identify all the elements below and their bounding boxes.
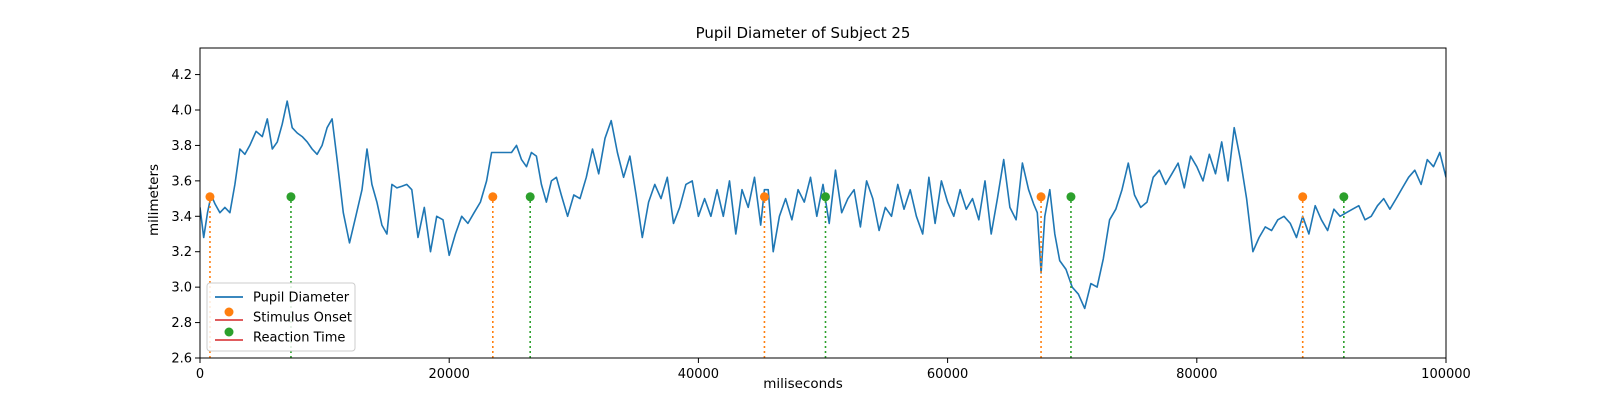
reaction-time-marker [820, 192, 830, 202]
legend-label-pupil: Pupil Diameter [253, 291, 350, 306]
y-axis-title: milimeters [146, 164, 162, 236]
y-tick-label: 3.4 [171, 210, 192, 225]
y-tick-label: 2.6 [171, 352, 192, 367]
stimulus-onset-marker [1298, 192, 1308, 202]
x-tick-label: 80000 [1176, 367, 1217, 382]
reaction-time-marker [286, 192, 296, 202]
plot-area [200, 100, 1446, 358]
reaction-time-marker [1066, 192, 1076, 202]
x-tick-label: 100000 [1421, 367, 1471, 382]
legend-label-reaction: Reaction Time [253, 331, 345, 346]
x-tick-label: 60000 [927, 367, 968, 382]
legend-reaction-marker [224, 327, 234, 337]
x-tick-label: 0 [196, 367, 204, 382]
legend: Pupil Diameter Stimulus Onset Reaction Tim… [206, 282, 356, 352]
legend-box [206, 282, 356, 352]
stimulus-onset-marker [759, 192, 769, 202]
legend-label-stimulus: Stimulus Onset [253, 311, 352, 326]
pupil-diameter-line [200, 100, 1446, 310]
reaction-time-marker [525, 192, 535, 202]
chart-title: Pupil Diameter of Subject 25 [696, 24, 911, 42]
y-tick-label: 3.2 [171, 245, 192, 260]
y-tick-label: 3.6 [171, 174, 192, 189]
legend-stimulus-marker [224, 307, 234, 317]
y-tick-label: 3.0 [171, 281, 192, 296]
y-tick-label: 4.2 [171, 68, 192, 83]
series-layer [200, 100, 1446, 358]
y-tick-label: 3.8 [171, 139, 192, 154]
y-tick-label: 2.8 [171, 316, 192, 331]
reaction-time-marker [1339, 192, 1349, 202]
x-axis-title: miliseconds [763, 376, 843, 392]
axes-layer: 0 20000 40000 60000 80000 100000 2.6 2.8 3.0 3.2 3… [171, 47, 1471, 382]
y-tick-label: 4.0 [171, 104, 192, 119]
stimulus-onset-marker [488, 192, 498, 202]
stimulus-onset-marker [1036, 192, 1046, 202]
x-tick-label: 20000 [429, 367, 470, 382]
plot-frame [199, 47, 1447, 359]
x-tick-label: 40000 [678, 367, 719, 382]
stimulus-onset-marker [205, 192, 215, 202]
